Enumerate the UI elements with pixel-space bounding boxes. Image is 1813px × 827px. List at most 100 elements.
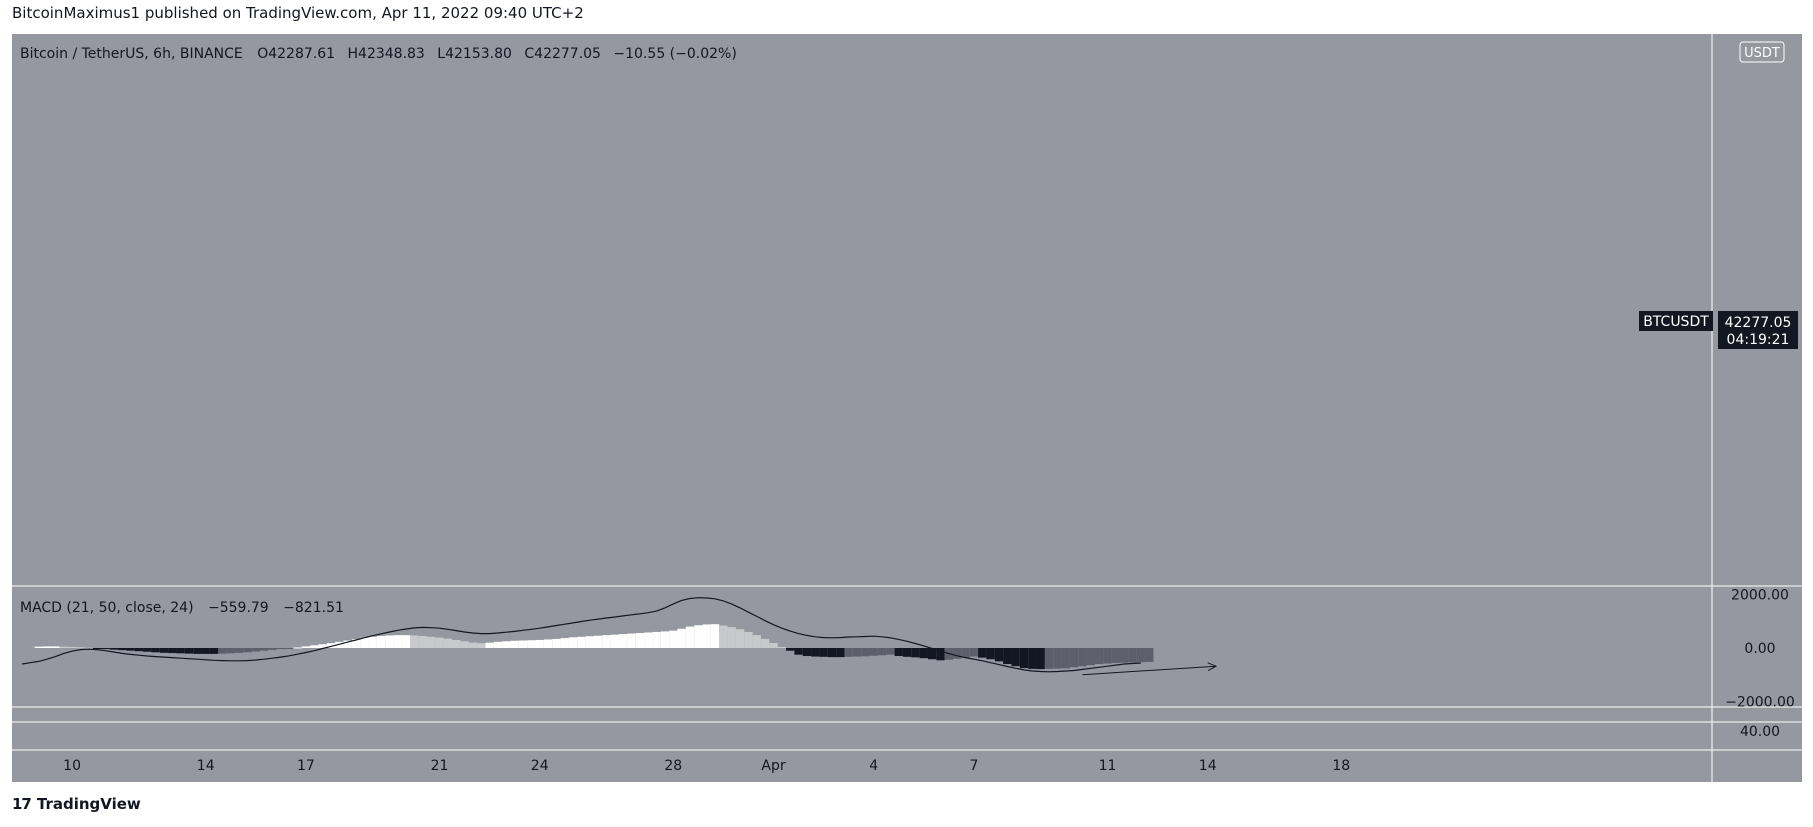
macd-histogram-bar [326,643,336,648]
macd-histogram-bar [568,637,578,648]
macd-histogram-bar [593,635,603,648]
macd-histogram-bar [652,631,661,648]
macd-histogram-bar [560,638,569,648]
macd-histogram-bar [426,636,436,648]
divergence-arrow-head [1207,662,1218,672]
macd-histogram-bar [368,636,377,648]
macd-tick-label: 0.00 [1744,641,1775,657]
macd-histogram-bar [410,635,419,648]
tradingview-brand[interactable]: 17 TradingView [12,795,141,813]
macd-histogram-bar [143,648,152,652]
macd-histogram-bar [986,648,995,660]
macd-histogram-bar [393,635,402,648]
last-price-value: 42277.05 [1725,315,1792,331]
macd-histogram-bar [76,647,85,649]
macd-histogram-bar [301,646,311,648]
macd-histogram-bar [209,648,219,654]
macd-histogram-bar [802,648,812,657]
ohlc-low-label: L [437,46,445,62]
macd-histogram-bar [927,648,937,660]
macd-histogram-bar [543,639,553,648]
time-tick-label: 17 [297,758,315,774]
macd-histogram-bar [335,641,344,648]
tradingview-logo-icon: 17 [12,795,32,813]
macd-histogram-bar [226,648,235,654]
divergence-arrow-line[interactable] [1082,665,1217,676]
macd-histogram-bar [919,648,928,659]
macd-histogram-bar [1061,648,1070,669]
macd-histogram-bar [552,638,561,648]
macd-histogram-bar [1094,648,1104,665]
macd-histogram-bar [310,645,319,648]
macd-histogram-bar [610,634,620,648]
macd-histogram-bar [126,648,135,651]
macd-histogram-bar [1044,648,1054,669]
macd-histogram-bar [485,642,494,648]
macd-histogram-bar [84,647,93,649]
macd-histogram-bar [644,632,653,648]
macd-histogram-bar [936,648,945,661]
macd-histogram-bar [602,635,611,648]
macd-histogram-bar [134,648,144,652]
macd-histogram-bar [351,639,361,648]
macd-histogram-bar [276,648,286,650]
macd-histogram-bar [844,648,853,657]
macd-histogram-bar [836,648,845,658]
macd-histogram-bar [911,648,920,658]
macd-legend: MACD (21, 50, close, 24) −559.79 −821.51 [20,600,344,616]
macd-histogram-bar [811,648,820,657]
macd-histogram-bar [1128,648,1137,663]
macd-layer [21,597,1218,676]
macd-histogram-bar [159,648,169,653]
macd-histogram-bar [259,648,269,651]
macd-histogram-bar [902,648,912,657]
last-price-symbol: BTCUSDT [1643,314,1709,330]
macd-histogram-bar [886,648,895,655]
macd-histogram-bar [435,637,444,648]
macd-value-1: −559.79 [208,600,269,616]
macd-histogram-bar [176,648,185,654]
frame-separators [12,34,1802,782]
macd-histogram-bar [168,648,177,654]
time-tick-label: 4 [869,758,878,774]
macd-histogram-bar [42,646,52,648]
macd-histogram-bar [285,648,294,649]
macd-histogram-bar [669,630,678,648]
macd-histogram-bar [1136,648,1146,663]
macd-histogram-bar [1019,648,1029,669]
macd-histogram-bar [92,648,102,649]
ohlc-close-label: C [524,46,534,62]
macd-tick-label: 2000.00 [1731,588,1789,604]
macd-histogram-bar [677,628,686,648]
macd-histogram-bar [827,648,837,658]
last-price-label: BTCUSDT 42277.05 04:19:21 [1639,311,1798,349]
macd-histogram-bar [184,648,194,654]
macd-histogram-bar [251,648,260,652]
macd-histogram-bar [452,639,461,648]
macd-histogram-bar [51,646,60,648]
macd-histogram-bar [1103,648,1112,664]
currency-badge: USDT [1744,46,1780,61]
macd-histogram-bar [727,627,736,648]
macd-histogram-bar [1111,648,1121,663]
macd-histogram-bar [577,636,586,648]
symbol-legend: Bitcoin / TetherUS, 6h, BINANCE O42287.6… [20,46,737,62]
time-tick-label: 11 [1099,758,1117,774]
macd-histogram-bar [1120,648,1129,663]
macd-histogram-bar [477,643,486,648]
publisher-line: BitcoinMaximus1 published on TradingView… [12,4,584,22]
macd-histogram-bar [735,629,745,648]
macd-histogram-bar [201,648,210,654]
macd-histogram-bar [343,640,352,648]
macd-histogram-bar [502,641,511,648]
macd-histogram-bar [510,640,519,648]
macd-histogram-bar [418,635,427,648]
ohlc-close: 42277.05 [534,46,601,62]
macd-histogram-bar [660,631,670,648]
macd-histogram-bar [535,639,544,648]
time-tick-label: 21 [431,758,449,774]
currency-badge-box[interactable] [1739,41,1785,63]
chart-frame [12,34,1802,782]
time-tick-label: Apr [761,758,785,774]
